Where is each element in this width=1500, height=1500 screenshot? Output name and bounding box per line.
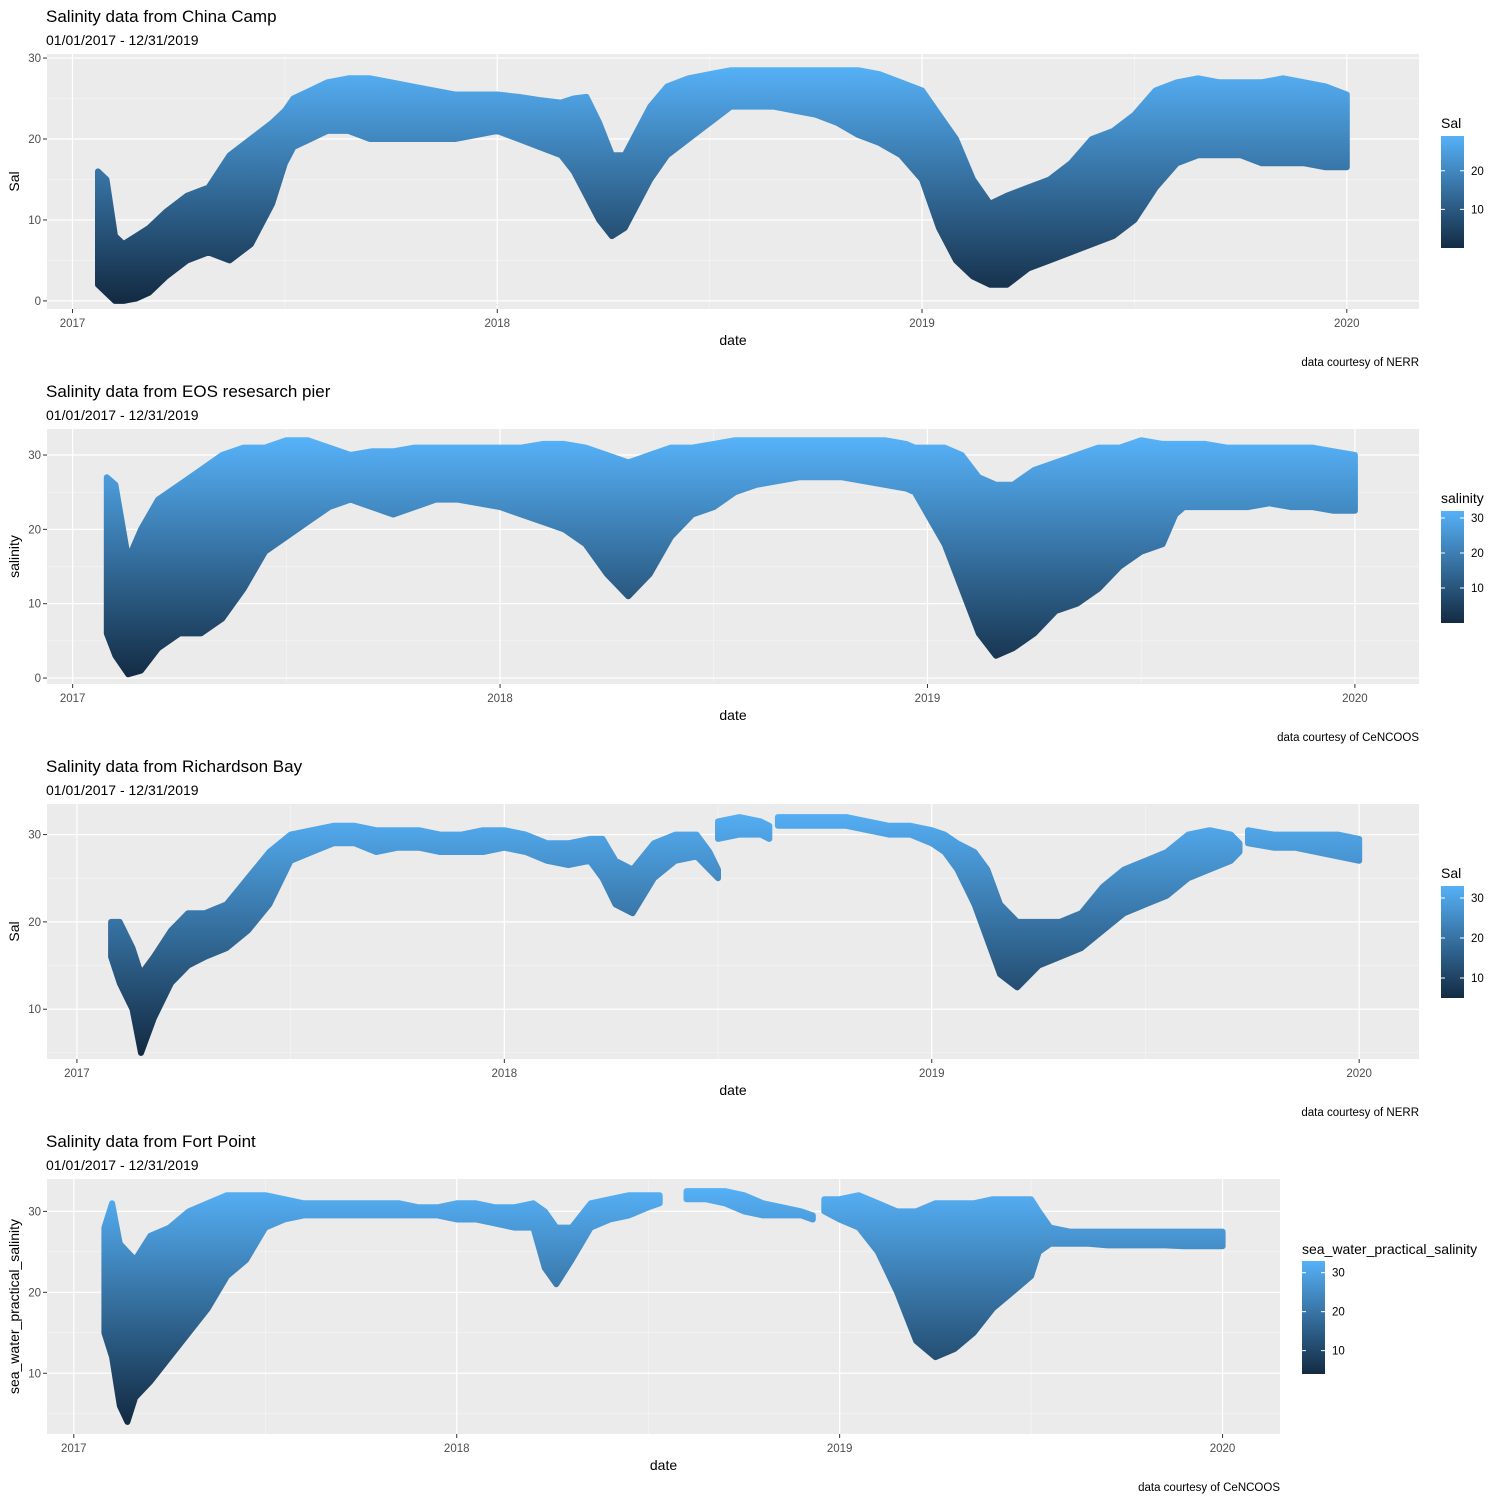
chart-subtitle: 01/01/2017 - 12/31/2019 [46,407,199,423]
legend-tick-label: 30 [1332,1268,1345,1280]
legend-tick-label: 10 [1471,583,1484,595]
legend: Sal 10 20 [1441,115,1484,248]
y-tick-label: 20 [28,917,41,929]
y-tick-label: 30 [28,830,41,842]
data-series-segment-1 [103,437,1358,678]
chart-title: Salinity data from China Camp [46,7,277,26]
x-tick-label: 2019 [909,318,935,330]
x-tick-label: 2020 [1346,1068,1372,1080]
legend-tick-label: 20 [1332,1307,1345,1319]
x-tick-label: 2019 [827,1443,853,1455]
chart-panel-2: Salinity data from EOS resesarch pier 01/… [6,382,1484,744]
y-tick-label: 0 [35,673,41,685]
x-axis-title: date [719,332,746,348]
legend-tick-label: 20 [1471,933,1484,945]
chart-caption: data courtesy of CeNCOOS [1138,1482,1280,1494]
chart-caption: data courtesy of NERR [1301,1107,1419,1119]
legend-tick-label: 30 [1471,893,1484,905]
y-tick-label: 30 [28,450,41,462]
x-tick-label: 2017 [64,1068,90,1080]
legend-title: Sal [1441,865,1461,881]
chart-subtitle: 01/01/2017 - 12/31/2019 [46,782,199,798]
x-tick-label: 2018 [484,318,510,330]
legend-tick-label: 30 [1471,513,1484,525]
x-tick-label: 2018 [444,1443,470,1455]
chart-title: Salinity data from EOS resesarch pier [46,382,331,401]
chart-title: Salinity data from Fort Point [46,1132,256,1151]
legend-tick-label: 10 [1471,204,1484,216]
y-tick-label: 0 [35,296,41,308]
chart-caption: data courtesy of NERR [1301,357,1419,369]
legend-colorbar [1302,1261,1325,1374]
y-axis-title: sea_water_practical_salinity [6,1219,22,1394]
y-tick-label: 20 [28,134,41,146]
data-series-segment-1 [95,67,1350,304]
chart-panel-3: Salinity data from Richardson Bay 01/01/2… [6,757,1484,1119]
y-axis-title: salinity [6,535,22,578]
y-tick-label: 10 [28,1368,41,1380]
x-tick-label: 2020 [1342,693,1368,705]
data-series-segment-3 [774,814,1243,991]
x-tick-label: 2017 [60,693,86,705]
x-tick-label: 2019 [919,1068,945,1080]
data-series-segment-2 [715,814,773,842]
legend-tick-label: 10 [1332,1346,1345,1358]
y-tick-label: 10 [28,215,41,227]
legend-colorbar [1441,511,1464,623]
y-tick-label: 10 [28,1004,41,1016]
legend: sea_water_practical_salinity 10 20 30 [1302,1241,1477,1374]
legend: Sal 10 20 30 [1441,865,1484,998]
legend-colorbar [1441,136,1464,248]
x-axis-title: date [719,707,746,723]
legend-tick-label: 20 [1471,548,1484,560]
chart-panel-1: Salinity data from China Camp 01/01/2017 … [6,7,1484,369]
chart-subtitle: 01/01/2017 - 12/31/2019 [46,32,199,48]
x-tick-label: 2017 [60,318,86,330]
y-tick-label: 20 [28,1287,41,1299]
legend-tick-label: 10 [1471,973,1484,985]
x-tick-label: 2017 [61,1443,87,1455]
chart-caption: data courtesy of CeNCOOS [1277,732,1419,744]
x-tick-label: 2019 [915,693,941,705]
legend-title: sea_water_practical_salinity [1302,1241,1477,1257]
data-series-segment-2 [683,1188,816,1223]
data-series-segment-1 [101,1192,663,1425]
legend: salinity 10 20 30 [1441,490,1484,623]
y-tick-label: 30 [28,1206,41,1218]
legend-tick-label: 20 [1471,166,1484,178]
data-series-segment-4 [1245,827,1363,864]
chart-panel-4: Salinity data from Fort Point 01/01/2017 … [6,1132,1477,1494]
x-tick-label: 2020 [1210,1443,1236,1455]
x-tick-label: 2018 [492,1068,518,1080]
x-tick-label: 2018 [487,693,513,705]
y-tick-label: 10 [28,599,41,611]
x-axis-title: date [719,1082,746,1098]
x-tick-label: 2020 [1334,318,1360,330]
y-axis-title: Sal [6,171,22,191]
legend-title: Sal [1441,115,1461,131]
chart-title: Salinity data from Richardson Bay [46,757,303,776]
legend-colorbar [1441,886,1464,998]
data-series-segment-3 [821,1192,1226,1361]
data-series-segment-1 [108,822,721,1056]
y-tick-label: 30 [28,53,41,65]
y-axis-title: Sal [6,921,22,941]
legend-title: salinity [1441,490,1484,506]
chart-subtitle: 01/01/2017 - 12/31/2019 [46,1157,199,1173]
x-axis-title: date [650,1457,677,1473]
y-tick-label: 20 [28,524,41,536]
